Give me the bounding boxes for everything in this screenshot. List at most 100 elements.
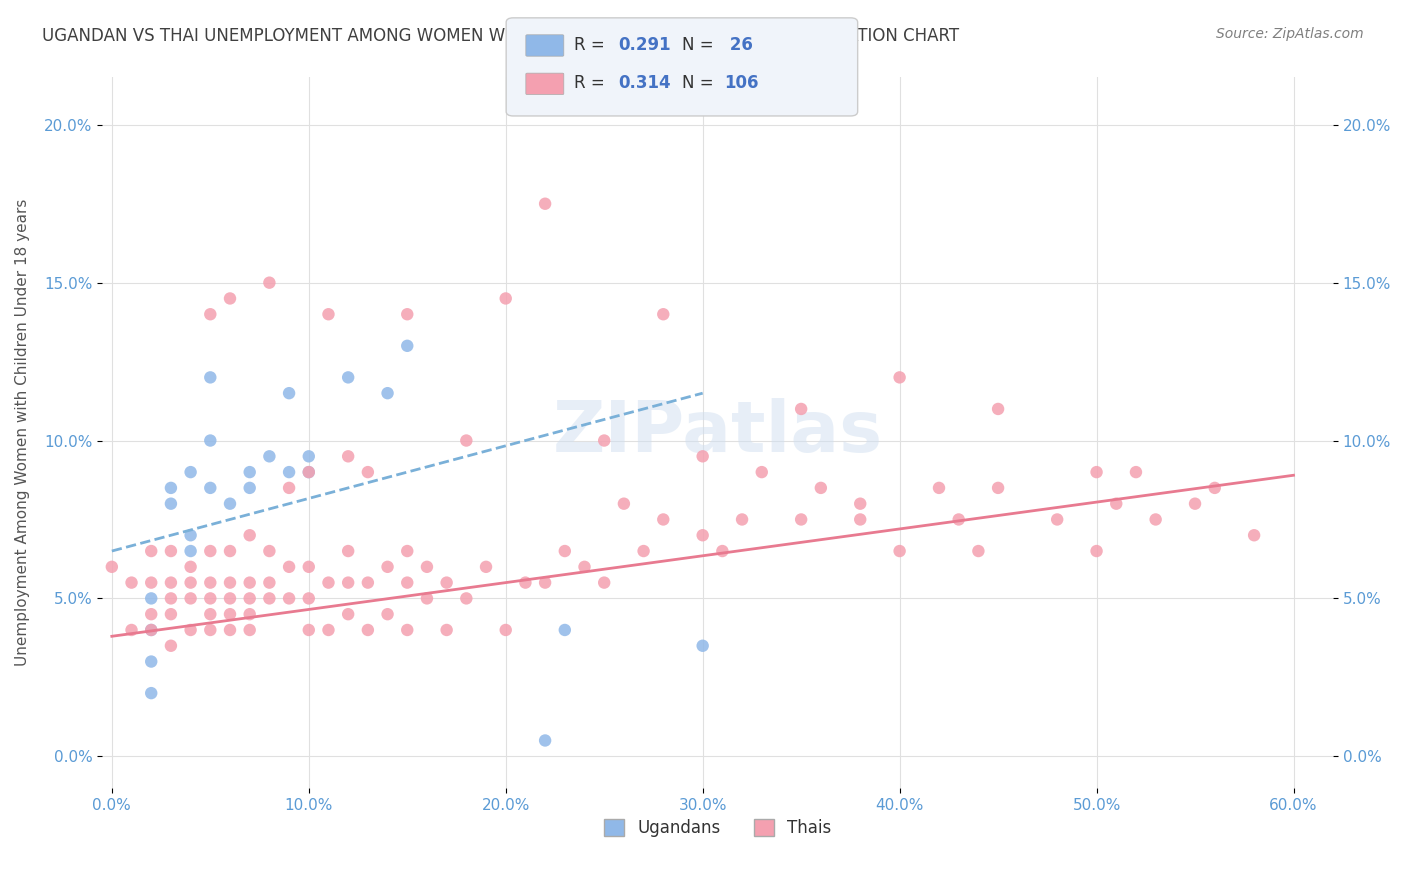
Point — [790, 512, 813, 526]
Point — [259, 544, 281, 558]
Point — [239, 591, 262, 606]
Point — [337, 607, 360, 622]
Point — [160, 497, 183, 511]
Text: N =: N = — [682, 74, 718, 92]
Point — [337, 450, 360, 464]
Point — [219, 544, 242, 558]
Point — [1184, 497, 1206, 511]
Point — [357, 465, 380, 479]
Point — [141, 623, 163, 637]
Point — [298, 591, 321, 606]
Point — [121, 623, 143, 637]
Point — [967, 544, 990, 558]
Point — [692, 639, 714, 653]
Point — [416, 559, 439, 574]
Point — [239, 623, 262, 637]
Point — [298, 450, 321, 464]
Point — [200, 575, 222, 590]
Point — [239, 481, 262, 495]
Point — [239, 607, 262, 622]
Point — [219, 575, 242, 590]
Point — [141, 591, 163, 606]
Point — [1105, 497, 1128, 511]
Point — [396, 544, 419, 558]
Point — [436, 623, 458, 637]
Point — [200, 607, 222, 622]
Point — [396, 575, 419, 590]
Point — [141, 655, 163, 669]
Point — [849, 512, 872, 526]
Text: R =: R = — [574, 36, 610, 54]
Point — [613, 497, 636, 511]
Point — [534, 733, 557, 747]
Point — [298, 559, 321, 574]
Point — [711, 544, 734, 558]
Point — [278, 559, 301, 574]
Point — [377, 386, 399, 401]
Point — [160, 607, 183, 622]
Point — [515, 575, 537, 590]
Point — [239, 575, 262, 590]
Point — [200, 307, 222, 321]
Point — [377, 607, 399, 622]
Point — [1204, 481, 1226, 495]
Point — [495, 292, 517, 306]
Point — [1125, 465, 1147, 479]
Point — [219, 591, 242, 606]
Text: 0.291: 0.291 — [619, 36, 671, 54]
Point — [200, 544, 222, 558]
Point — [633, 544, 655, 558]
Point — [101, 559, 124, 574]
Point — [987, 481, 1010, 495]
Point — [436, 575, 458, 590]
Point — [141, 544, 163, 558]
Point — [298, 465, 321, 479]
Point — [652, 512, 675, 526]
Point — [239, 528, 262, 542]
Point — [180, 591, 202, 606]
Point — [318, 307, 340, 321]
Point — [456, 434, 478, 448]
Point — [278, 386, 301, 401]
Point — [928, 481, 950, 495]
Point — [180, 544, 202, 558]
Point — [121, 575, 143, 590]
Point — [1046, 512, 1069, 526]
Y-axis label: Unemployment Among Women with Children Under 18 years: Unemployment Among Women with Children U… — [15, 199, 30, 666]
Point — [396, 623, 419, 637]
Point — [1085, 544, 1108, 558]
Point — [357, 575, 380, 590]
Point — [849, 497, 872, 511]
Text: 0.314: 0.314 — [619, 74, 671, 92]
Point — [751, 465, 773, 479]
Point — [534, 575, 557, 590]
Point — [416, 591, 439, 606]
Point — [337, 575, 360, 590]
Point — [259, 276, 281, 290]
Point — [1144, 512, 1167, 526]
Point — [318, 575, 340, 590]
Point — [141, 686, 163, 700]
Point — [239, 465, 262, 479]
Point — [889, 370, 911, 384]
Point — [318, 623, 340, 637]
Legend: Ugandans, Thais: Ugandans, Thais — [598, 812, 838, 844]
Text: UGANDAN VS THAI UNEMPLOYMENT AMONG WOMEN WITH CHILDREN UNDER 18 YEARS CORRELATIO: UGANDAN VS THAI UNEMPLOYMENT AMONG WOMEN… — [42, 27, 959, 45]
Point — [160, 591, 183, 606]
Text: Source: ZipAtlas.com: Source: ZipAtlas.com — [1216, 27, 1364, 41]
Text: ZIPatlas: ZIPatlas — [553, 398, 883, 467]
Point — [692, 528, 714, 542]
Point — [337, 544, 360, 558]
Point — [1085, 465, 1108, 479]
Point — [692, 450, 714, 464]
Point — [160, 544, 183, 558]
Point — [554, 623, 576, 637]
Point — [574, 559, 596, 574]
Text: N =: N = — [682, 36, 718, 54]
Point — [259, 591, 281, 606]
Point — [160, 639, 183, 653]
Point — [475, 559, 498, 574]
Point — [200, 623, 222, 637]
Point — [987, 401, 1010, 416]
Point — [180, 465, 202, 479]
